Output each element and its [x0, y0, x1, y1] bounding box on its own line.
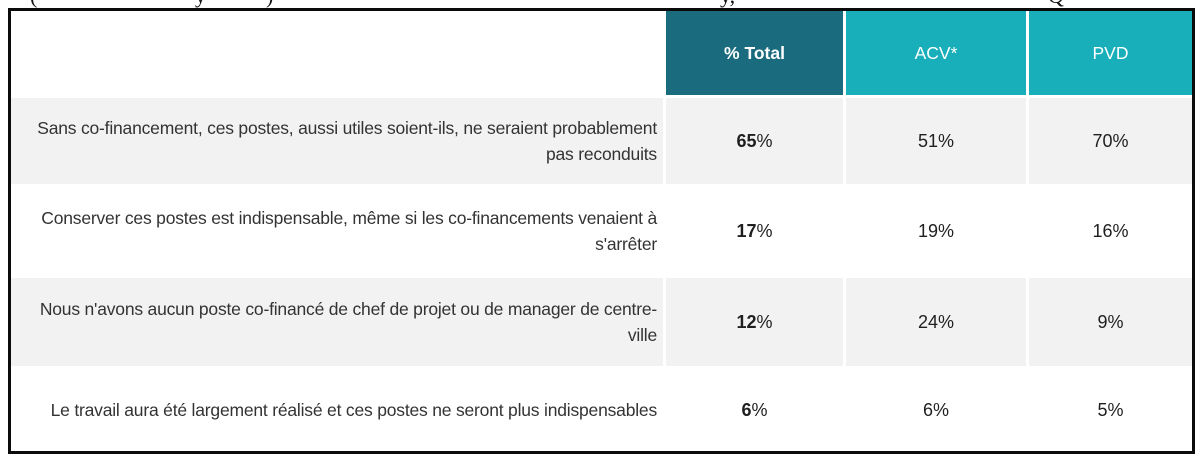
percent-sign: % [1112, 130, 1129, 151]
results-table: % Total ACV* PVD Sans co-financement, ce… [11, 11, 1192, 451]
percent-sign: % [938, 311, 955, 332]
value-number: 16 [1092, 220, 1113, 241]
column-header-acv: ACV* [846, 11, 1026, 95]
percent-sign: % [756, 220, 773, 241]
value-number: 70 [1092, 130, 1113, 151]
value-number: 65 [736, 130, 757, 151]
row-label: Conserver ces postes est indispensable, … [11, 187, 663, 275]
value-cell-acv: 24% [846, 278, 1026, 366]
cropped-text-fragment: ) [266, 0, 273, 8]
value-number: 51 [917, 130, 938, 151]
value-cell-pvd: 70% [1029, 98, 1192, 184]
value-cell-pvd: 5% [1029, 369, 1192, 451]
results-table-frame: % Total ACV* PVD Sans co-financement, ce… [8, 8, 1195, 454]
column-header-empty [11, 11, 663, 95]
cropped-text-fragment: y, [720, 0, 735, 8]
percent-sign: % [751, 399, 768, 420]
value-cell-total: 6% [666, 369, 843, 451]
percent-sign: % [1107, 311, 1124, 332]
value-cell-acv: 19% [846, 187, 1026, 275]
value-number: 6 [922, 399, 933, 420]
column-header-total: % Total [666, 11, 843, 95]
percent-sign: % [1112, 220, 1129, 241]
cropped-text-fragment: Q [1048, 0, 1064, 8]
value-cell-pvd: 16% [1029, 187, 1192, 275]
cropped-text-fragment: y [195, 0, 206, 8]
value-cell-total: 17% [666, 187, 843, 275]
value-number: 17 [736, 220, 757, 241]
cropped-title-fragments: ( y ) y, Q [0, 0, 1202, 8]
row-label: Sans co-financement, ces postes, aussi u… [11, 98, 663, 184]
value-number: 6 [741, 399, 752, 420]
column-header-pvd: PVD [1029, 11, 1192, 95]
percent-sign: % [933, 399, 950, 420]
value-number: 24 [917, 311, 938, 332]
value-number: 12 [736, 311, 757, 332]
value-cell-pvd: 9% [1029, 278, 1192, 366]
percent-sign: % [756, 311, 773, 332]
percent-sign: % [938, 220, 955, 241]
cropped-text-fragment: ( [30, 0, 37, 8]
value-number: 9 [1097, 311, 1108, 332]
value-cell-total: 65% [666, 98, 843, 184]
value-cell-total: 12% [666, 278, 843, 366]
value-cell-acv: 51% [846, 98, 1026, 184]
value-number: 19 [917, 220, 938, 241]
percent-sign: % [1107, 399, 1124, 420]
percent-sign: % [938, 130, 955, 151]
value-cell-acv: 6% [846, 369, 1026, 451]
percent-sign: % [756, 130, 773, 151]
value-number: 5 [1097, 399, 1108, 420]
row-label: Nous n'avons aucun poste co-financé de c… [11, 278, 663, 366]
row-label: Le travail aura été largement réalisé et… [11, 369, 663, 451]
